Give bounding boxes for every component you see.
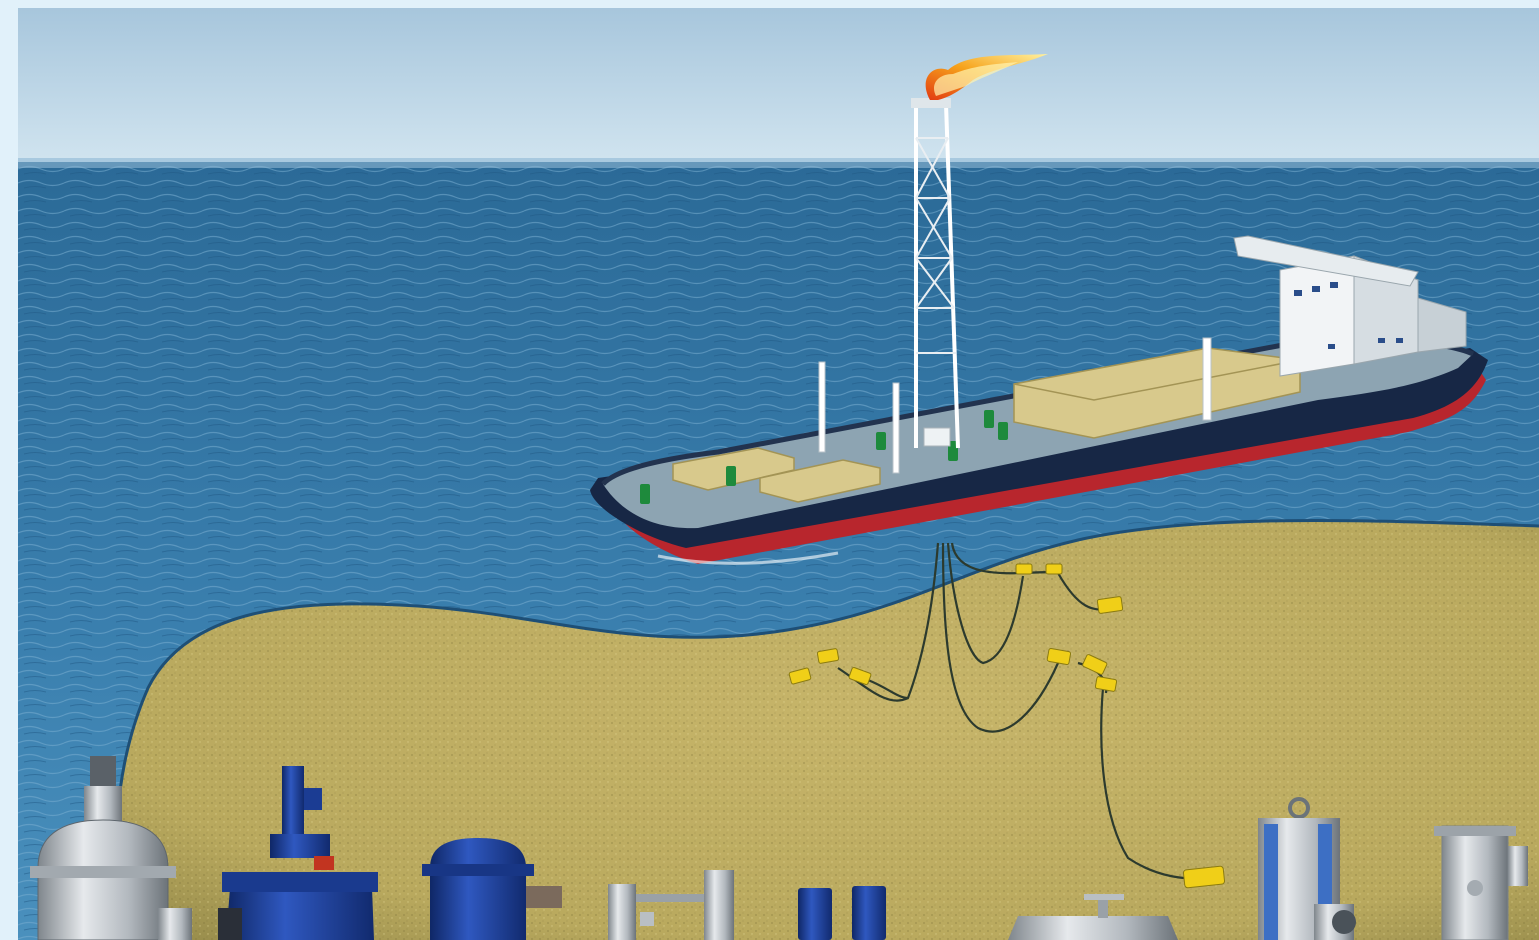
ship-icon bbox=[590, 235, 1488, 565]
filter-vessel-icon bbox=[422, 838, 562, 940]
offshore-scene bbox=[18, 8, 1539, 940]
filter-vessel-icon bbox=[218, 766, 378, 940]
filter-vessel-icon bbox=[608, 870, 734, 940]
filter-vessel-icon bbox=[30, 756, 192, 940]
filter-vessel-icon bbox=[1434, 825, 1528, 940]
seabed bbox=[114, 518, 1539, 940]
horizon-haze bbox=[18, 158, 1539, 168]
scene-svg bbox=[18, 8, 1539, 940]
filter-equipment-row bbox=[30, 756, 1528, 940]
ship-superstructure bbox=[1233, 235, 1467, 377]
filter-vessel-icon bbox=[798, 886, 886, 940]
filter-vessel-icon bbox=[1008, 894, 1178, 940]
flare-stack-icon bbox=[911, 54, 1048, 449]
subsea-manifold-icon bbox=[788, 563, 1226, 889]
filter-vessel-icon bbox=[1258, 797, 1356, 940]
sky bbox=[18, 8, 1539, 168]
